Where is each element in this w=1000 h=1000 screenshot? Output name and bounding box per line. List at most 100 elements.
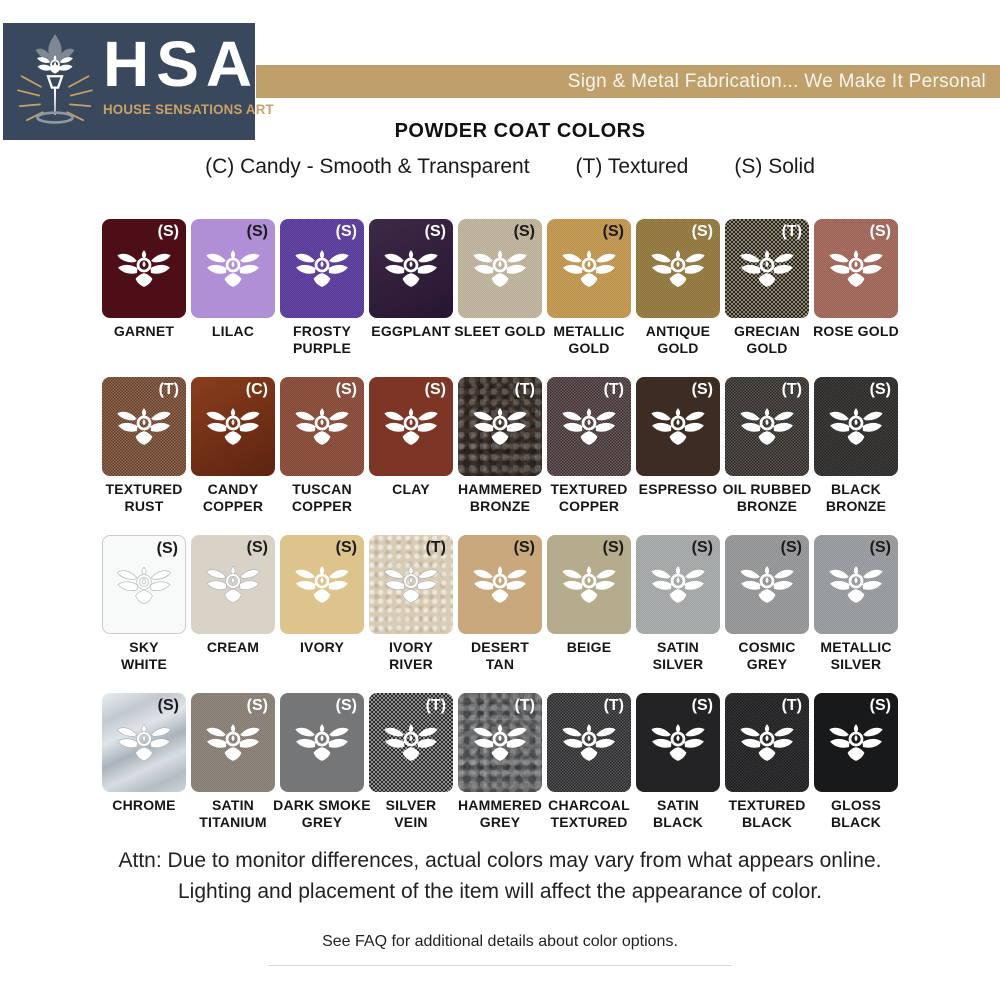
swatch-tile: (S)	[102, 693, 186, 793]
swatch-label: ESPRESSO	[638, 481, 718, 498]
lotus-icon	[117, 250, 171, 287]
swatch-tile: (T)	[725, 377, 809, 477]
swatch-tile: (S)	[369, 377, 453, 477]
finish-code: (T)	[781, 697, 802, 715]
swatch-tile: (S)	[280, 693, 364, 793]
swatch-label: METALLIC SILVER	[820, 639, 892, 672]
lotus-icon	[651, 566, 705, 603]
finish-code: (T)	[158, 381, 179, 399]
finish-code: (S)	[602, 539, 624, 557]
finish-code: (S)	[869, 381, 891, 399]
swatch-tile: (T)	[547, 693, 631, 793]
torch-lotus-emblem-icon	[17, 33, 93, 124]
lotus-icon	[116, 724, 172, 762]
swatch-tile: (S)	[191, 535, 275, 635]
finish-code: (S)	[424, 381, 446, 399]
lotus-icon	[740, 724, 794, 761]
finish-code: (T)	[514, 697, 535, 715]
swatch-label: TEXTURED BLACK	[728, 797, 806, 830]
disclaimer-line-1: Attn: Due to monitor differences, actual…	[118, 849, 882, 873]
finish-code: (T)	[425, 697, 446, 715]
swatch-label: BEIGE	[566, 639, 612, 656]
swatch-tile: (S)	[191, 693, 275, 793]
finish-code: (S)	[246, 223, 268, 240]
lotus-icon	[740, 566, 794, 603]
swatch-tile: (T)	[725, 219, 809, 318]
swatch-cell: (S) BLACK BRONZE	[814, 377, 898, 514]
swatch-label: SATIN TITANIUM	[199, 797, 267, 830]
lotus-icon	[562, 566, 616, 603]
finish-code: (S)	[156, 540, 178, 558]
swatch-label: GLOSS BLACK	[830, 797, 881, 830]
swatch-tile: (S)	[636, 535, 720, 635]
finish-code: (S)	[780, 539, 802, 557]
lotus-icon	[384, 724, 438, 761]
finish-code: (C)	[245, 381, 268, 399]
swatch-label: DESERT TAN	[471, 639, 529, 672]
page-footer: Attn: Due to monitor differences, actual…	[0, 846, 1000, 966]
swatch-tile: (S)	[191, 219, 275, 318]
swatch-label: CLAY	[392, 481, 430, 498]
lotus-icon	[651, 250, 705, 287]
footer-divider	[268, 965, 732, 966]
swatch-cell: (S) METALLIC GOLD	[547, 219, 631, 356]
swatch-tile: (T)	[369, 535, 453, 635]
swatch-tile: (T)	[725, 693, 809, 793]
swatch-label: SKY WHITE	[120, 639, 168, 672]
swatch-tile: (S)	[458, 219, 542, 318]
swatch-label: TEXTURED COPPER	[550, 481, 628, 514]
swatch-cell: (T) TEXTURED BLACK	[725, 693, 809, 830]
swatch-tile: (S)	[369, 219, 453, 318]
swatch-cell: (S) ESPRESSO	[636, 377, 720, 514]
legend-item: (C) Candy - Smooth & Transparent	[205, 155, 530, 178]
finish-code: (S)	[335, 539, 357, 557]
swatch-cell: (S) TUSCAN COPPER	[280, 377, 364, 514]
lotus-icon	[829, 408, 883, 445]
swatch-cell: (S) DARK SMOKE GREY	[273, 693, 371, 830]
swatch-tile: (S)	[636, 693, 720, 793]
finish-code: (S)	[157, 223, 179, 240]
lotus-icon	[829, 566, 883, 603]
swatch-cell: (S) CHROME	[102, 693, 186, 830]
swatch-label: COSMIC GREY	[738, 639, 796, 672]
logo-text: HSA HOUSE SENSATIONS ART	[103, 29, 274, 118]
lotus-icon	[829, 724, 883, 761]
lotus-icon	[473, 250, 527, 287]
finish-code: (S)	[513, 539, 535, 557]
finish-code: (S)	[424, 223, 446, 240]
swatch-tile: (S)	[280, 535, 364, 635]
lotus-icon	[295, 250, 349, 287]
lotus-icon	[116, 567, 172, 605]
swatch-label: TUSCAN COPPER	[291, 481, 353, 514]
swatch-label: SATIN SILVER	[652, 639, 704, 672]
swatch-label: ROSE GOLD	[813, 323, 899, 339]
finish-code: (T)	[781, 381, 802, 399]
swatch-tile: (T)	[547, 377, 631, 477]
finish-code: (T)	[425, 539, 446, 557]
swatch-cell: (T) GRECIAN GOLD	[725, 219, 809, 356]
swatch-cell: (T) TEXTURED COPPER	[547, 377, 631, 514]
swatch-tile: (S)	[814, 535, 898, 635]
lotus-icon	[473, 408, 527, 445]
lotus-icon	[562, 724, 616, 761]
swatch-label: IVORY	[299, 639, 345, 656]
lotus-icon	[384, 408, 438, 445]
swatch-cell: (S) CREAM	[191, 535, 275, 672]
swatch-label: HAMMERED BRONZE	[457, 481, 543, 514]
finish-code: (S)	[157, 697, 179, 715]
swatch-cell: (T) HAMMERED BRONZE	[458, 377, 542, 514]
finish-code: (S)	[691, 539, 713, 557]
swatch-cell: (S) CLAY	[369, 377, 453, 514]
swatch-label: TEXTURED RUST	[105, 481, 183, 514]
tagline-text: Sign & Metal Fabrication... We Make It P…	[567, 70, 986, 92]
swatch-tile: (C)	[191, 377, 275, 477]
swatch-tile: (S)	[725, 535, 809, 635]
finish-code: (S)	[691, 223, 713, 240]
lotus-icon	[651, 408, 705, 445]
swatch-label: IVORY RIVER	[388, 639, 434, 672]
swatch-cell: (S) FROSTY PURPLE	[280, 219, 364, 356]
swatch-cell: (S) DESERT TAN	[458, 535, 542, 672]
finish-code: (S)	[335, 381, 357, 399]
finish-code: (S)	[335, 223, 357, 240]
swatch-tile: (T)	[369, 693, 453, 793]
